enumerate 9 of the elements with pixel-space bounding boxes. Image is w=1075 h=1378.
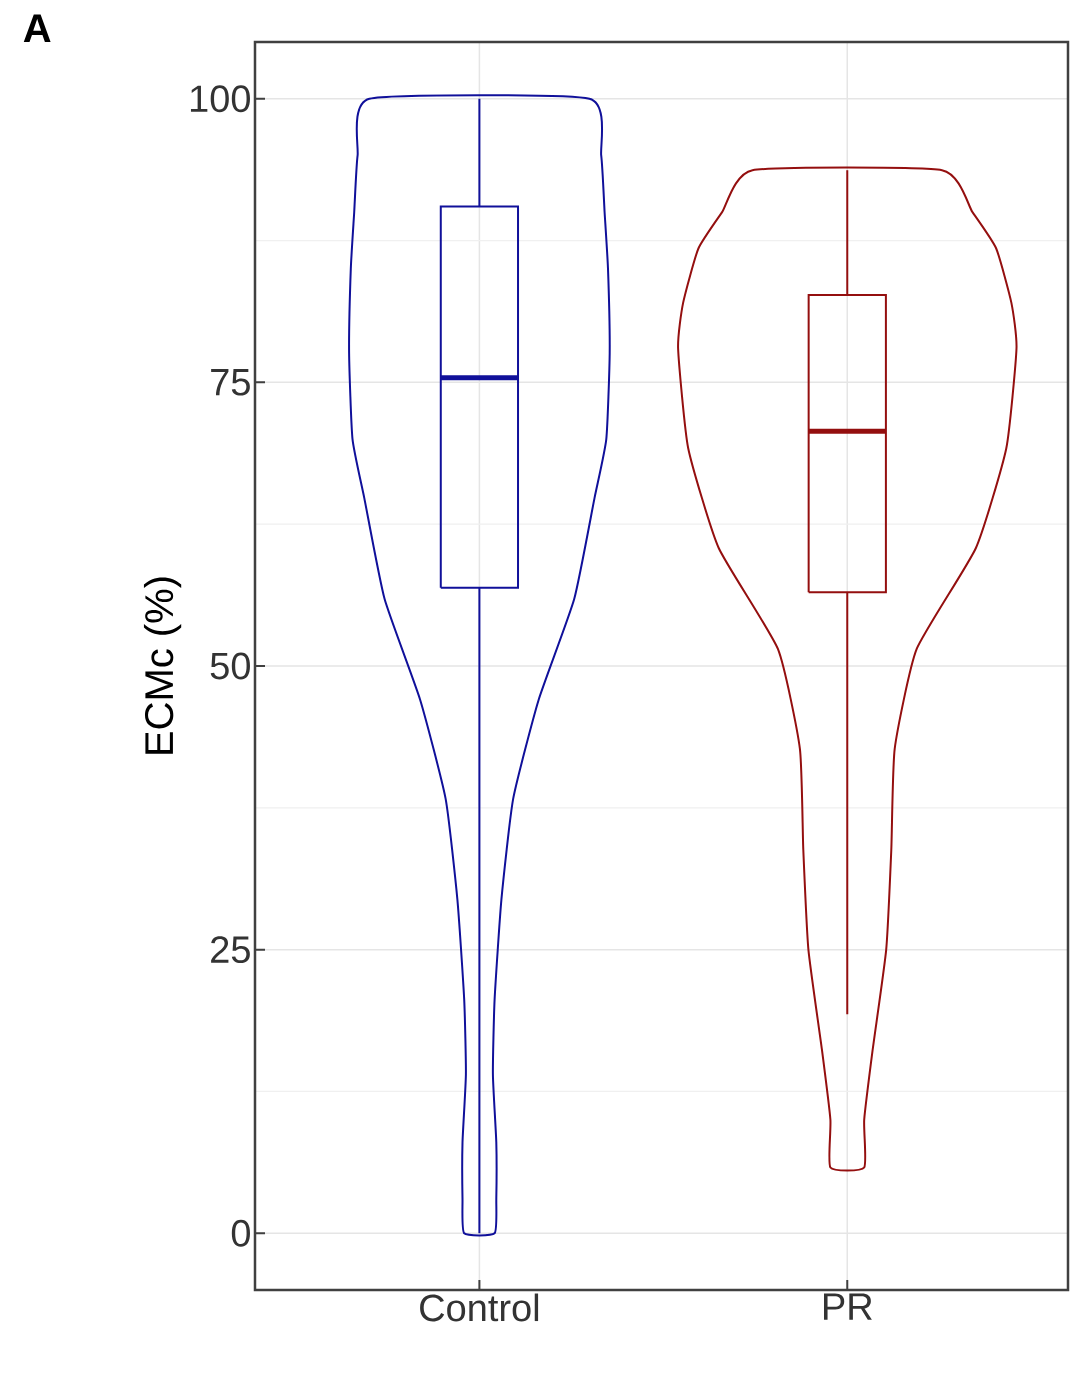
chart-title: A bbox=[23, 14, 51, 43]
x-tick-label: Control bbox=[420, 1293, 539, 1322]
y-tick-label: 50 bbox=[210, 652, 250, 680]
y-tick-label: 75 bbox=[211, 369, 250, 396]
y-axis-title: ECMc (%) bbox=[143, 577, 182, 754]
y-tick-label: 0 bbox=[231, 1219, 250, 1247]
y-tick-label: 100 bbox=[190, 85, 250, 113]
y-tick-label: 25 bbox=[211, 936, 250, 964]
x-tick-label: PR bbox=[824, 1293, 872, 1320]
